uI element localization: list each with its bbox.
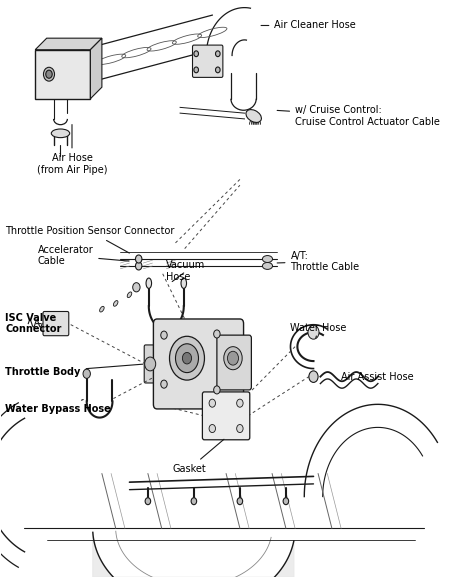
Circle shape [194,67,199,73]
Text: Air Hose
(from Air Pipe): Air Hose (from Air Pipe) [37,125,107,175]
Circle shape [133,283,140,292]
FancyBboxPatch shape [35,50,91,99]
Circle shape [214,386,220,394]
Ellipse shape [113,301,118,306]
Text: Accelerator
Cable: Accelerator Cable [37,244,129,266]
Circle shape [161,380,167,388]
Text: Throttle Body: Throttle Body [5,364,143,377]
Circle shape [209,399,216,407]
Circle shape [216,67,220,73]
Text: Throttle Position Sensor Connector: Throttle Position Sensor Connector [5,227,175,253]
Ellipse shape [127,292,132,298]
Text: Gasket: Gasket [173,439,224,474]
FancyBboxPatch shape [217,335,251,390]
Circle shape [44,67,55,81]
Ellipse shape [146,278,152,288]
Circle shape [170,336,204,380]
Polygon shape [91,38,102,99]
Circle shape [145,498,151,505]
Circle shape [161,331,167,339]
Text: ISC Valve
Connector: ISC Valve Connector [5,313,62,335]
Circle shape [136,262,142,270]
Circle shape [309,371,318,383]
Circle shape [237,498,243,505]
Text: w/ Cruise Control:
Cruise Control Actuator Cable: w/ Cruise Control: Cruise Control Actuat… [277,105,440,127]
Polygon shape [93,532,294,578]
Ellipse shape [246,110,261,123]
FancyBboxPatch shape [144,345,160,383]
Text: Water Bypass Hose: Water Bypass Hose [5,399,111,414]
Circle shape [308,325,319,339]
Text: Water Hose: Water Hose [291,323,347,338]
Circle shape [46,70,52,78]
Circle shape [216,51,220,57]
Polygon shape [35,38,102,50]
Ellipse shape [181,278,187,288]
Text: Vacuum
Hose: Vacuum Hose [166,261,206,282]
Circle shape [214,330,220,338]
Text: A/T:
Throttle Cable: A/T: Throttle Cable [277,250,360,272]
Circle shape [83,369,91,379]
Circle shape [228,351,238,365]
Circle shape [224,347,242,370]
FancyBboxPatch shape [202,392,250,440]
Ellipse shape [100,306,104,312]
Circle shape [237,424,243,432]
FancyBboxPatch shape [192,45,223,77]
Text: Air Cleaner Hose: Air Cleaner Hose [261,20,356,31]
FancyBboxPatch shape [154,319,244,409]
Circle shape [237,399,243,407]
Circle shape [283,498,289,505]
FancyBboxPatch shape [43,312,69,336]
Ellipse shape [51,129,70,138]
Circle shape [194,51,199,57]
Circle shape [191,498,197,505]
Circle shape [209,424,216,432]
Circle shape [136,255,142,263]
Circle shape [145,357,155,371]
Ellipse shape [263,255,273,262]
Circle shape [175,344,199,373]
Text: Air Assist Hose: Air Assist Hose [341,372,414,381]
Ellipse shape [263,262,273,269]
Circle shape [182,353,191,364]
